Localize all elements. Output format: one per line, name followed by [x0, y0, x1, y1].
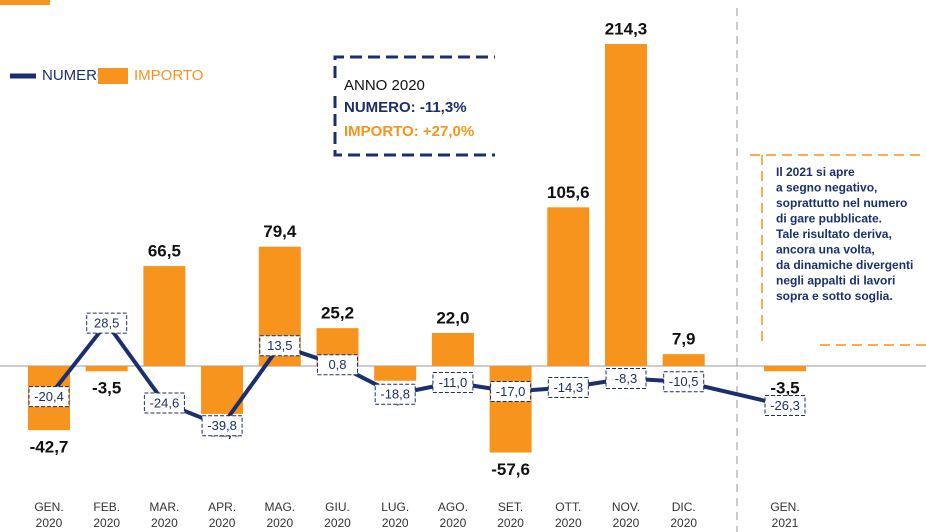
- point-label: -10,5: [669, 374, 699, 389]
- bar-label: 79,4: [263, 222, 297, 241]
- point-label: -8,3: [615, 371, 637, 386]
- x-tick-label: 2020: [93, 516, 120, 530]
- note-line: sopra e sotto soglia.: [776, 289, 893, 303]
- point-label: -20,4: [34, 389, 64, 404]
- bar-label: -57,6: [491, 460, 530, 479]
- bar-label: -3,5: [92, 379, 121, 398]
- note-line: da dinamiche divergenti: [776, 258, 913, 272]
- bar-label: 25,2: [321, 304, 354, 323]
- x-tick-label: GEN.: [770, 500, 799, 514]
- decor: [0, 0, 50, 5]
- summary-line: NUMERO: -11,3%: [344, 99, 467, 116]
- point-label: 0,8: [328, 357, 346, 372]
- bar-label: 66,5: [148, 242, 181, 261]
- x-tick-label: DIC.: [672, 500, 696, 514]
- x-tick-label: LUG.: [381, 500, 409, 514]
- x-tick-label: GIU.: [325, 500, 350, 514]
- x-tick-label: 2020: [209, 516, 236, 530]
- x-tick-label: GEN.: [34, 500, 63, 514]
- point-label: -26,3: [770, 398, 800, 413]
- note-box: [750, 154, 926, 346]
- x-tick-label: 2020: [670, 516, 697, 530]
- bar-label: 7,9: [672, 330, 696, 349]
- point-box: [547, 376, 589, 398]
- point-label: -18,8: [380, 387, 410, 402]
- note-line: ancora una volta,: [776, 243, 875, 257]
- note-line: negli appalti di lavori: [776, 274, 895, 288]
- x-tick-label: MAR.: [149, 500, 179, 514]
- point-label: -11,0: [439, 375, 468, 390]
- x-tick-label: 2020: [266, 516, 293, 530]
- bar: [489, 366, 532, 453]
- point-label: -39,8: [207, 418, 237, 433]
- point-box: [605, 367, 647, 389]
- point-box: [201, 415, 243, 437]
- note-line: Il 2021 si apre: [776, 165, 855, 179]
- summary-box: [333, 55, 495, 157]
- x-tick-label: 2020: [497, 516, 524, 530]
- summary-title: ANNO 2020: [344, 77, 425, 94]
- point-box: [374, 383, 416, 405]
- point-box: [663, 371, 705, 393]
- x-tick-label: 2020: [36, 516, 63, 530]
- x-tick-label: APR.: [208, 500, 236, 514]
- x-tick-label: AGO.: [438, 500, 468, 514]
- point-box: [317, 354, 358, 376]
- point-label: 13,5: [267, 338, 292, 353]
- bar-label: 22,0: [436, 308, 469, 327]
- x-tick-label: 2020: [613, 516, 640, 530]
- bar: [143, 266, 186, 366]
- x-tick-label: 2020: [151, 516, 178, 530]
- bar-label: 214,3: [605, 19, 648, 38]
- bar: [374, 366, 417, 381]
- note-line: di gare pubblicate.: [776, 212, 882, 226]
- bar-label: -42,7: [30, 438, 69, 457]
- legend-swatch: [98, 68, 128, 84]
- point-box: [143, 392, 185, 414]
- note-line: soprattutto nel numero: [776, 196, 907, 210]
- point-box: [432, 372, 474, 394]
- x-tick-label: 2020: [324, 516, 351, 530]
- bar: [605, 44, 647, 366]
- point-label: -24,6: [150, 395, 180, 410]
- bar: [85, 366, 128, 372]
- legend-label: IMPORTO: [134, 67, 203, 84]
- x-tick-label: NOV.: [612, 500, 640, 514]
- point-label: -17,0: [496, 384, 526, 399]
- x-tick-label: SET.: [498, 500, 523, 514]
- x-tick-label: MAG.: [264, 500, 295, 514]
- point-label: -14,3: [553, 380, 583, 395]
- x-tick-label: FEB.: [93, 500, 120, 514]
- summary-line: IMPORTO: +27,0%: [344, 123, 474, 140]
- x-tick-label: 2020: [555, 516, 582, 530]
- note-line: a segno negativo,: [776, 181, 877, 195]
- bar-label: -3,5: [770, 379, 799, 398]
- point-box: [490, 381, 532, 403]
- point-box: [86, 312, 128, 334]
- point-box: [259, 335, 301, 357]
- bar: [431, 332, 474, 366]
- x-tick-label: 2020: [440, 516, 467, 530]
- point-box: [764, 395, 806, 417]
- bar: [547, 207, 590, 366]
- x-tick-label: OTT.: [555, 500, 581, 514]
- note-line: Tale risultato deriva,: [776, 227, 892, 241]
- legend-label: NUMERO: [42, 67, 109, 84]
- bar: [662, 354, 705, 366]
- bar-label: 105,6: [547, 183, 590, 202]
- point-label: 28,5: [94, 316, 119, 331]
- point-box: [28, 386, 70, 408]
- x-tick-label: 2021: [772, 516, 799, 530]
- bar: [764, 366, 806, 372]
- x-tick-label: 2020: [382, 516, 409, 530]
